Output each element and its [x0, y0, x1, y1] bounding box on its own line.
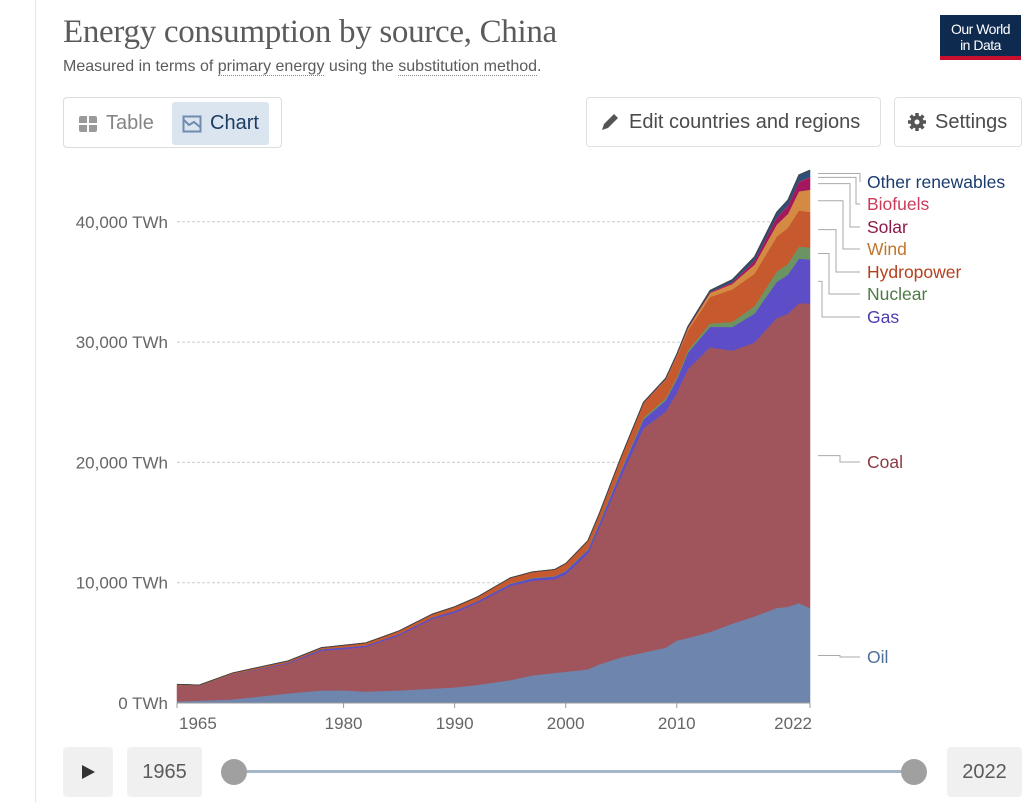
view-tabs: Table Chart	[63, 97, 282, 148]
stacked-area-chart: 0 TWh 10,000 TWh 20,000 TWh 30,000 TWh 40,00…	[76, 169, 1005, 733]
y-tick-label: 10,000 TWh	[76, 574, 168, 593]
primary-energy-link[interactable]: primary energy	[217, 58, 325, 76]
legend-label-wind: Wind	[867, 239, 907, 259]
tab-label: Table	[106, 112, 154, 134]
x-tick-label: 1965	[179, 714, 217, 733]
subtitle-text: .	[537, 58, 542, 75]
legend-label-other-renewables: Other renewables	[867, 172, 1005, 192]
gear-icon	[908, 113, 926, 131]
x-tick-label: 1990	[436, 714, 474, 733]
logo-text: in Data	[960, 37, 1001, 53]
end-handle[interactable]	[901, 759, 927, 785]
legend-connector	[818, 455, 860, 463]
y-tick-label: 30,000 TWh	[76, 333, 168, 352]
page-border	[35, 0, 36, 802]
legend-connector	[818, 200, 860, 250]
edit-countries-button[interactable]: Edit countries and regions	[586, 97, 881, 147]
table-grid-icon	[79, 115, 97, 132]
x-tick-label: 2000	[547, 714, 585, 733]
chart-subtitle: Measured in terms of primary energy usin…	[63, 58, 541, 76]
x-tick-label: 2022	[774, 714, 812, 733]
legend-label-oil: Oil	[867, 647, 888, 667]
pencil-icon	[602, 114, 618, 130]
y-tick-label: 20,000 TWh	[76, 453, 168, 472]
x-tick-label: 1980	[325, 714, 363, 733]
timeline-track[interactable]	[234, 770, 914, 773]
legend-connector	[818, 280, 860, 318]
legend-connector	[818, 173, 861, 182]
legend-label-biofuels: Biofuels	[867, 194, 930, 214]
button-label: Edit countries and regions	[629, 110, 861, 133]
substitution-method-link[interactable]: substitution method	[398, 58, 538, 76]
total-outline	[176, 169, 811, 686]
button-label: Settings	[935, 110, 1008, 133]
logo-text: Our World	[950, 21, 1011, 37]
legend-label-hydropower: Hydropower	[867, 262, 962, 282]
legend-connector	[818, 252, 860, 295]
legend-label-coal: Coal	[867, 452, 903, 472]
end-year[interactable]: 2022	[947, 747, 1022, 797]
legend-connector	[818, 229, 860, 273]
tab-label: Chart	[210, 112, 259, 134]
settings-button[interactable]: Settings	[894, 97, 1022, 147]
subtitle-text: using the	[324, 58, 399, 75]
chart-title: Energy consumption by source, China	[63, 14, 557, 50]
tab-table[interactable]: Table	[68, 102, 164, 145]
start-handle[interactable]	[221, 759, 247, 785]
subtitle-text: Measured in terms of	[63, 58, 218, 75]
legend-label-solar: Solar	[867, 217, 908, 237]
x-tick-label: 2010	[658, 714, 696, 733]
start-year[interactable]: 1965	[127, 747, 202, 797]
y-tick-label: 40,000 TWh	[76, 213, 168, 232]
legend-connector	[818, 183, 860, 228]
owid-logo[interactable]: Our World in Data	[940, 15, 1021, 60]
play-button[interactable]	[63, 747, 113, 797]
chart-area-icon	[182, 115, 202, 132]
legend-label-nuclear: Nuclear	[867, 284, 927, 304]
legend-connector	[818, 176, 860, 205]
legend-connector	[818, 654, 860, 658]
tab-chart[interactable]: Chart	[172, 102, 269, 145]
y-tick-label: 0 TWh	[118, 694, 168, 713]
play-icon	[82, 765, 95, 779]
legend-label-gas: Gas	[867, 307, 899, 327]
